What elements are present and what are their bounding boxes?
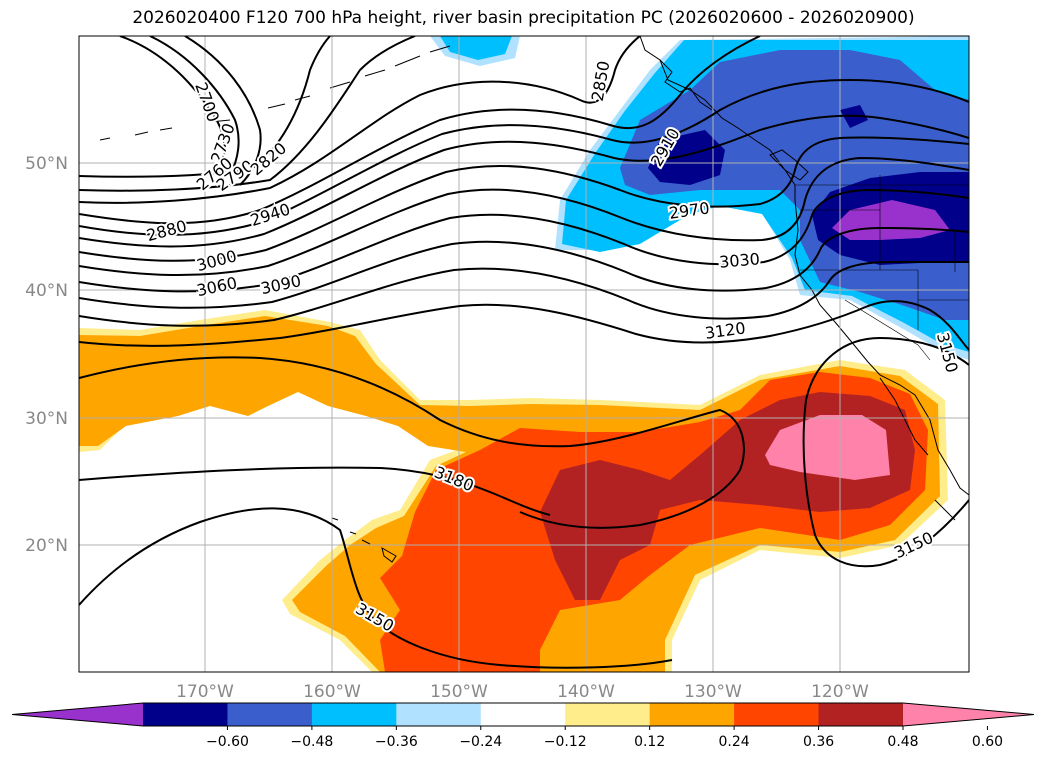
contour-label-3030: 3030 <box>718 249 760 271</box>
contour-2910 <box>79 78 969 236</box>
lon-label-140W: 140°W <box>557 682 615 702</box>
colorbar-tick-label: 0.36 <box>803 734 834 750</box>
coastline-alaska-panhandle <box>659 59 713 111</box>
colorbar-segment <box>480 703 566 726</box>
colorbar-tick-label: −0.60 <box>206 734 249 750</box>
map-frame <box>78 35 970 673</box>
coastline-mexico <box>934 499 956 521</box>
colorbar-segment <box>734 703 820 726</box>
lon-label-150W: 150°W <box>430 682 488 702</box>
map-area: 2700 2730 2760 2790 2820 2850 2880 2910 … <box>79 36 969 672</box>
colorbar-tick-label: 0.12 <box>634 734 665 750</box>
coastline-baja <box>879 377 929 456</box>
lon-label-160W: 160°W <box>303 682 361 702</box>
political-borders <box>795 175 969 361</box>
lat-label-20N: 20°N <box>25 536 68 556</box>
colorbar-outline <box>11 702 1035 727</box>
lon-label-120W: 120°W <box>811 682 869 702</box>
lat-label-50N: 50°N <box>25 154 68 174</box>
colorbar-tick-label: 0.48 <box>887 734 918 750</box>
lon-label-130W: 130°W <box>684 682 742 702</box>
height-contours <box>79 36 969 669</box>
contour-3090 <box>79 261 969 327</box>
contour-3000 <box>79 156 969 277</box>
colorbar-tick-label: −0.48 <box>290 734 333 750</box>
colorbar-segment <box>311 703 397 726</box>
contour-2730 <box>149 36 240 176</box>
coastline-aleutians <box>99 45 451 141</box>
coastline-vancouver-island <box>769 149 809 181</box>
colorbar-segment <box>143 703 228 726</box>
contour-2700 <box>119 36 226 166</box>
precip-fill-neg-0.48 <box>648 130 725 185</box>
colorbar-extend-high <box>903 703 1034 726</box>
contour-3060 <box>79 226 969 309</box>
colorbar-tick-label: −0.12 <box>544 734 587 750</box>
lon-label-170W: 170°W <box>176 682 234 702</box>
contour-3120 <box>79 300 969 351</box>
border-california-nevada <box>844 299 931 361</box>
lat-label-40N: 40°N <box>25 281 68 301</box>
map-title: 2026020400 F120 700 hPa height, river ba… <box>132 8 915 28</box>
colorbar-segment <box>227 703 313 726</box>
colorbar-segment <box>396 703 482 726</box>
contour-3180 <box>79 466 551 516</box>
contour-3030 <box>79 188 969 293</box>
longitude-labels: 170°W 160°W 150°W 140°W 130°W 120°W <box>176 682 869 702</box>
colorbar: −0.60 −0.48 −0.36 −0.24 −0.12 0.12 0.24 0.36 0.4… <box>11 702 1035 750</box>
contour-2850 <box>79 36 641 204</box>
colorbar-tick-label: −0.24 <box>459 734 502 750</box>
contour-2880 <box>79 36 761 225</box>
contour-3150a <box>79 356 745 529</box>
coastline-north-america <box>639 36 969 496</box>
contour-3150b <box>802 336 969 568</box>
precip-fill-0.60 <box>765 415 890 480</box>
coastline-hawaii <box>331 517 397 563</box>
lat-label-30N: 30°N <box>25 409 68 429</box>
colorbar-segment <box>649 703 735 726</box>
coastlines <box>99 36 969 563</box>
colorbar-segment <box>818 703 904 726</box>
colorbar-tick-label: 0.24 <box>719 734 750 750</box>
contour-2970 <box>79 136 969 262</box>
contour-2940 <box>79 114 969 248</box>
latitude-labels: 50°N 40°N 30°N 20°N <box>25 154 68 556</box>
colorbar-segment <box>565 703 651 726</box>
contour-3150c <box>79 507 673 669</box>
colorbar-extend-low <box>12 703 143 726</box>
border-nevada <box>880 269 919 330</box>
colorbar-tick-label: 0.60 <box>972 734 1003 750</box>
contour-2790 <box>79 36 331 178</box>
contour-2820 <box>79 36 416 192</box>
precip-fill-neg-0.24b <box>440 36 512 60</box>
colorbar-tick-label: −0.36 <box>375 734 418 750</box>
